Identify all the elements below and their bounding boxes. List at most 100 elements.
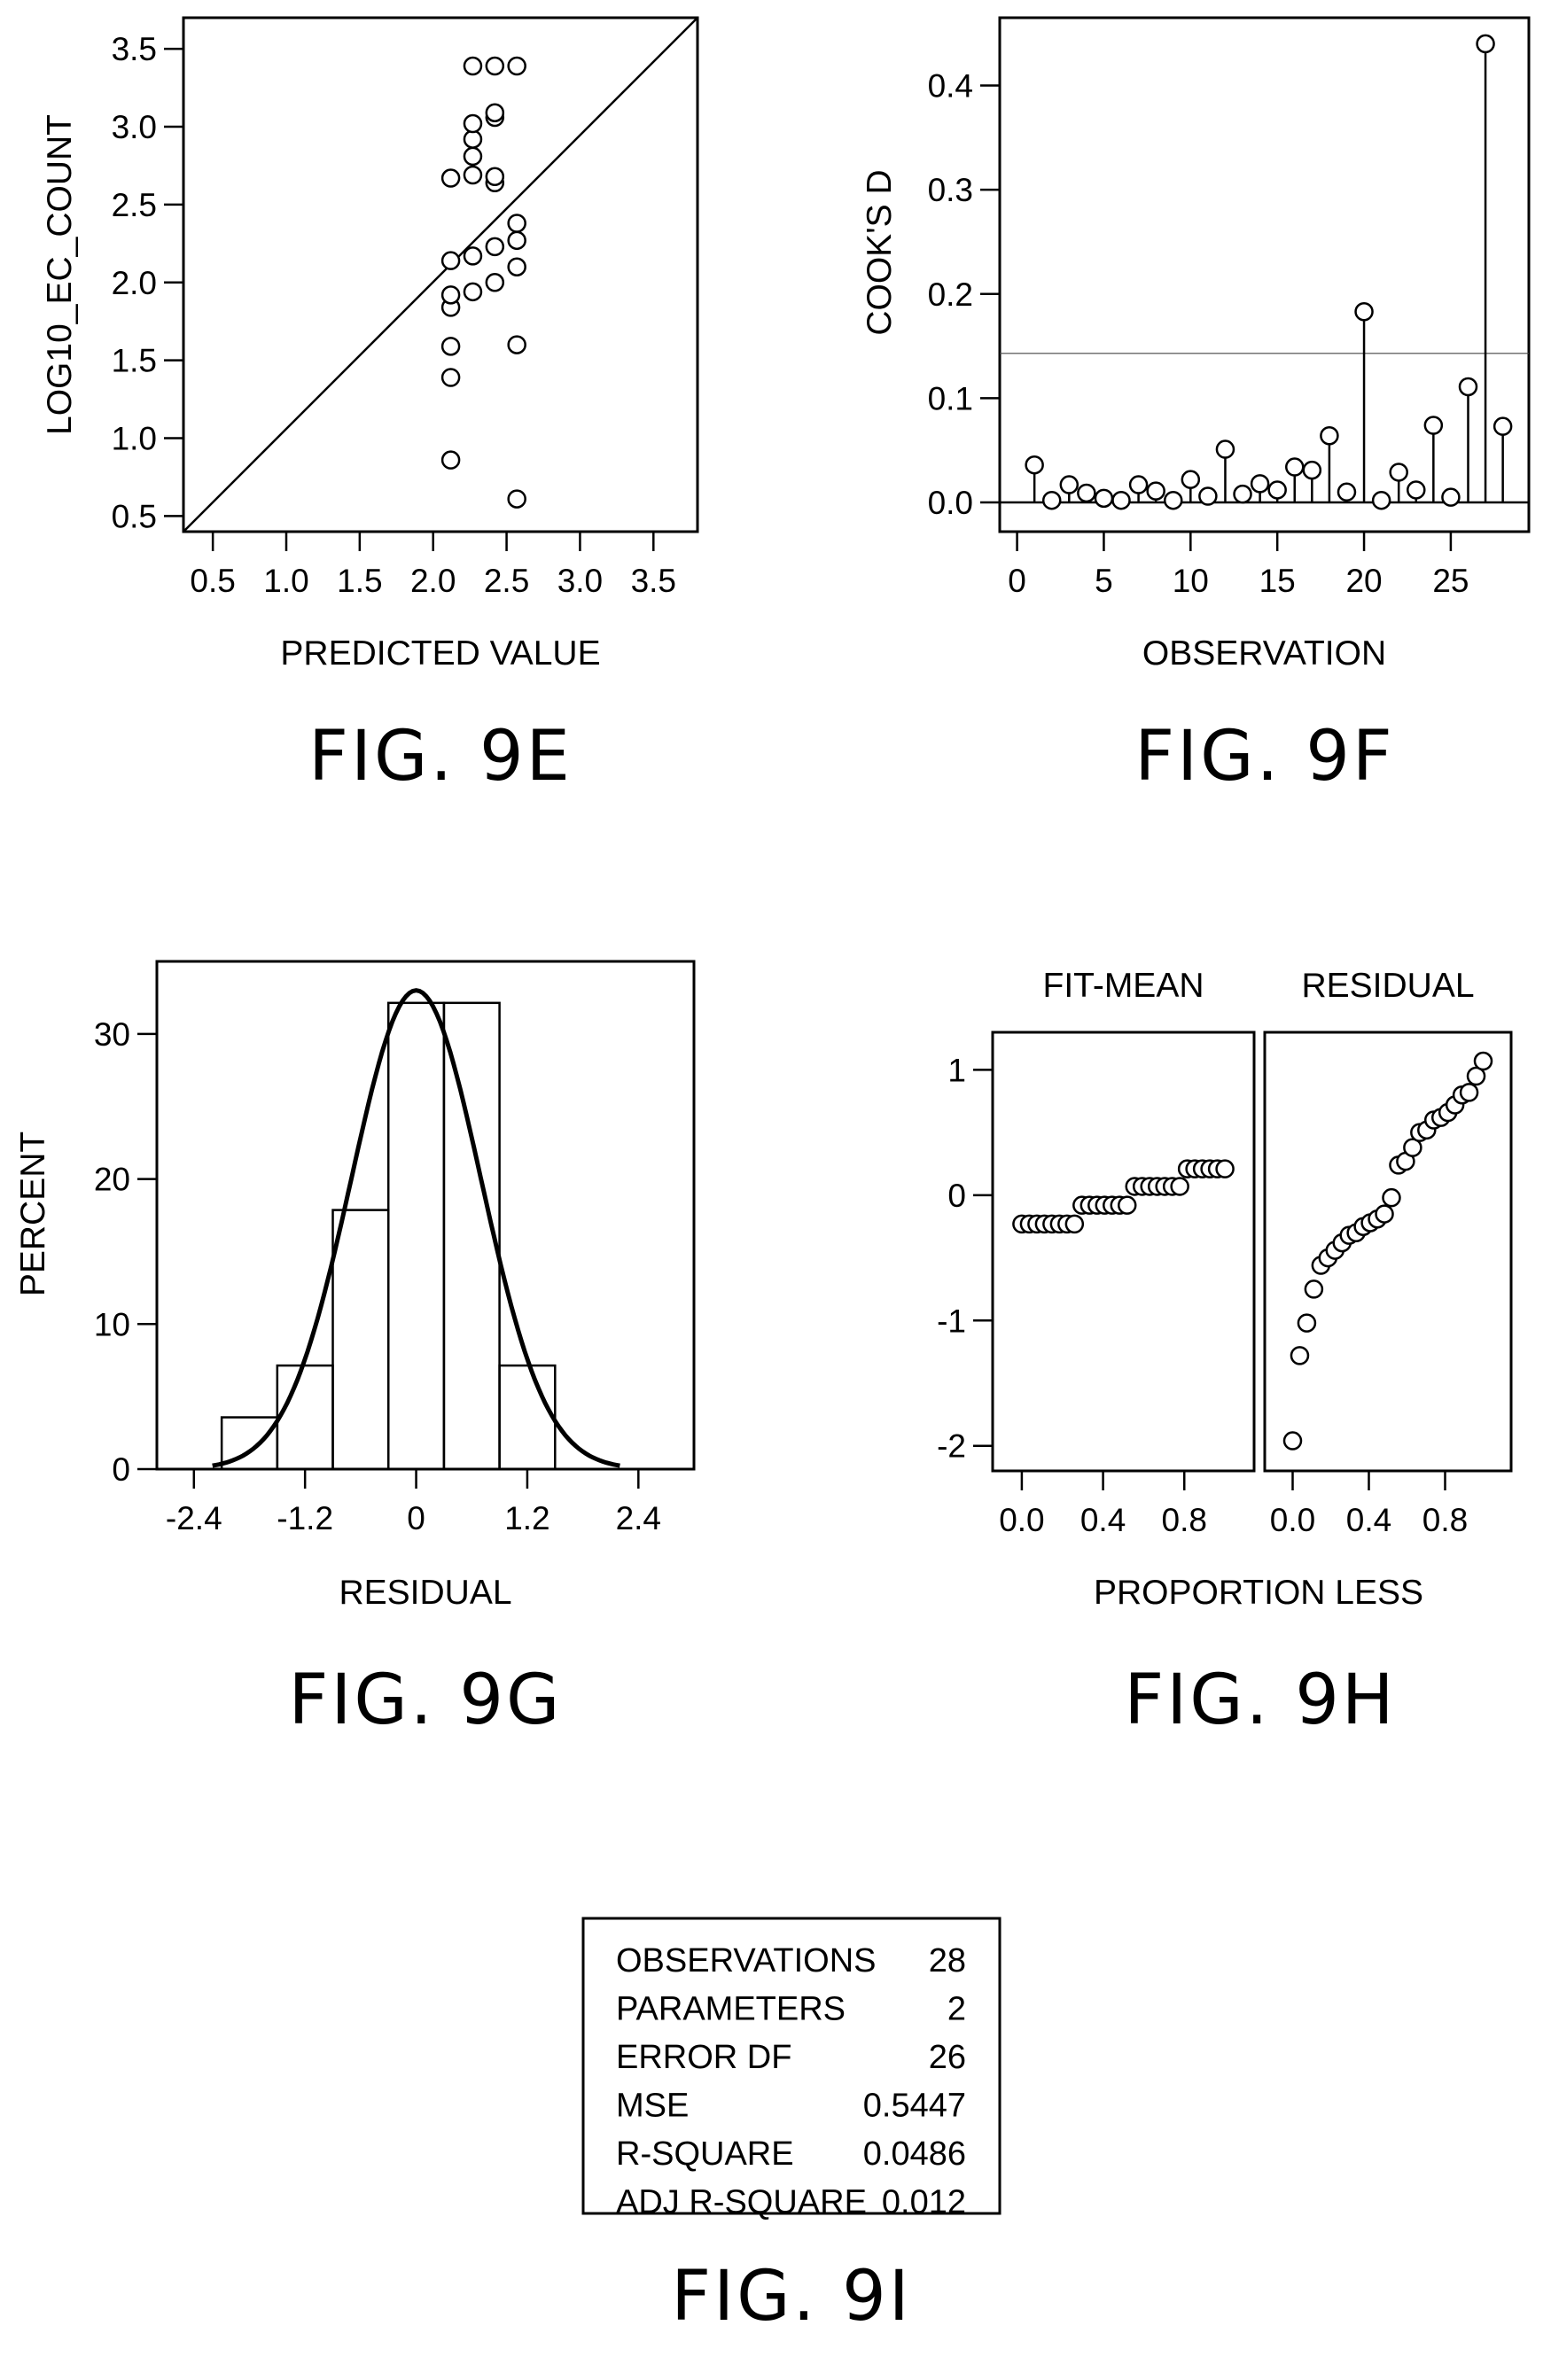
x-tick-label-9f: 20 (1345, 563, 1382, 599)
y-tick-label-9h: 1 (947, 1052, 966, 1088)
plot-frame-9h-residual (1263, 1031, 1513, 1473)
needle-point-9f (1111, 490, 1131, 510)
normal-curve-9g (212, 988, 620, 1468)
needle-point-9f (1371, 490, 1391, 510)
stats-label-9i: ADJ R-SQUARE (616, 2184, 867, 2221)
data-point-9e (485, 167, 505, 187)
data-point-9e (507, 214, 526, 233)
x-axis-label-9e: PREDICTED VALUE (280, 634, 600, 673)
needle-point-9f (1250, 474, 1270, 494)
data-point-9e (440, 285, 461, 305)
data-point-9e (440, 168, 461, 188)
histogram-bar-9g (386, 1001, 446, 1471)
stats-label-9i: R-SQUARE (616, 2135, 794, 2173)
y-tick-label-9e: 1.5 (112, 343, 157, 379)
figure-label-9e: FIG. 9E (308, 717, 573, 797)
y-axis-label-9e: LOG10_EC_COUNT (41, 114, 79, 435)
y-tick-label-9e: 3.5 (112, 31, 157, 67)
needle-point-9f (1476, 34, 1495, 54)
y-tick-label-9f: 0.1 (928, 380, 973, 416)
x-tick-label-9g: 1.2 (504, 1500, 549, 1536)
needle-point-9f (1441, 487, 1461, 507)
data-point-9h-residual (1375, 1204, 1394, 1224)
x-tick-label-9e: 1.0 (263, 563, 308, 599)
y-tick-label-9e: 3.0 (112, 109, 157, 145)
y-tick-label-9f: 0.0 (928, 485, 973, 521)
data-point-9e (463, 282, 483, 302)
needle-point-9f (1337, 482, 1357, 502)
x-tick-label-9h: 0.0 (999, 1502, 1044, 1538)
data-point-9h-fit-mean (1215, 1159, 1235, 1178)
data-point-9e (507, 335, 526, 354)
data-point-9e (507, 56, 526, 76)
data-point-9h-residual (1282, 1431, 1303, 1451)
x-tick-label-9e: 2.0 (410, 563, 456, 599)
data-point-9e (440, 450, 461, 470)
y-tick-label-9e: 2.5 (112, 187, 157, 223)
figure-label-9f: FIG. 9F (1134, 717, 1394, 797)
identity-line-9e (183, 17, 698, 533)
x-tick-label-9f: 5 (1095, 563, 1113, 599)
needle-point-9f (1215, 439, 1235, 459)
panel-title-9h-residual: RESIDUAL (1301, 967, 1474, 1005)
data-point-9e (507, 230, 526, 251)
data-point-9e (485, 237, 505, 257)
needle-point-9f (1267, 480, 1287, 500)
plot-frame-9f (998, 16, 1531, 533)
x-tick-label-9g: 0 (407, 1500, 425, 1536)
y-tick-label-9e: 2.0 (112, 265, 157, 301)
data-point-9h-residual (1473, 1051, 1493, 1071)
data-point-9e (485, 273, 505, 292)
histogram-bar-9g (498, 1364, 557, 1471)
figure-label-9g: FIG. 9G (289, 1661, 563, 1740)
needle-point-9f (1354, 302, 1374, 322)
y-tick-label-9g: 10 (94, 1306, 130, 1342)
x-tick-label-9e: 0.5 (190, 563, 235, 599)
stats-label-9i: ERROR DF (616, 2039, 791, 2076)
data-point-9e (463, 129, 483, 149)
needle-point-9f (1041, 490, 1062, 510)
x-tick-label-9f: 25 (1432, 563, 1469, 599)
needle-point-9f (1285, 457, 1305, 477)
needle-point-9f (1198, 486, 1218, 506)
needle-point-9f (1059, 475, 1079, 494)
x-tick-label-9g: -2.4 (166, 1500, 222, 1536)
x-tick-label-9h: 0.4 (1346, 1502, 1391, 1538)
data-point-9e (440, 251, 461, 270)
stats-value-9i: 28 (929, 1942, 966, 1979)
x-axis-label-9h: PROPORTION LESS (1094, 1574, 1423, 1612)
plot-frame-9h-fit-mean (991, 1031, 1256, 1473)
x-tick-label-9f: 10 (1173, 563, 1209, 599)
y-tick-label-9g: 30 (94, 1016, 130, 1053)
needle-point-9f (1302, 460, 1322, 480)
data-point-9e (507, 257, 526, 276)
data-point-9e (507, 489, 526, 509)
stats-table-frame-9i (581, 1917, 1002, 2215)
needle-point-9f (1163, 490, 1183, 510)
figure-label-9i: FIG. 9I (671, 2257, 912, 2337)
x-tick-label-9g: -1.2 (277, 1500, 333, 1536)
data-point-9e (485, 103, 505, 122)
stats-value-9i: 0.0486 (863, 2135, 966, 2173)
histogram-bar-9g (276, 1364, 334, 1471)
x-tick-label-9h: 0.8 (1162, 1502, 1207, 1538)
y-axis-label-9g: PERCENT (14, 1132, 52, 1296)
data-point-9h-fit-mean (1117, 1195, 1137, 1215)
y-tick-label-9h: -2 (937, 1428, 966, 1465)
x-tick-label-9g: 2.4 (616, 1500, 661, 1536)
y-tick-label-9f: 0.3 (928, 172, 973, 208)
data-point-9h-residual (1466, 1066, 1486, 1086)
needle-point-9f (1146, 481, 1165, 501)
histogram-bar-9g (442, 1001, 501, 1471)
x-axis-label-9g: RESIDUAL (339, 1574, 511, 1612)
y-tick-label-9g: 0 (112, 1451, 130, 1488)
data-point-9e (463, 165, 483, 185)
x-tick-label-9f: 0 (1008, 563, 1026, 599)
data-point-9e (463, 56, 483, 76)
data-point-9e (440, 368, 461, 387)
stats-label-9i: PARAMETERS (616, 1991, 846, 2028)
plot-frame-9e (182, 16, 699, 533)
x-tick-label-9h: 0.4 (1080, 1502, 1126, 1538)
data-point-9e (463, 113, 483, 134)
needle-point-9f (1423, 416, 1444, 435)
